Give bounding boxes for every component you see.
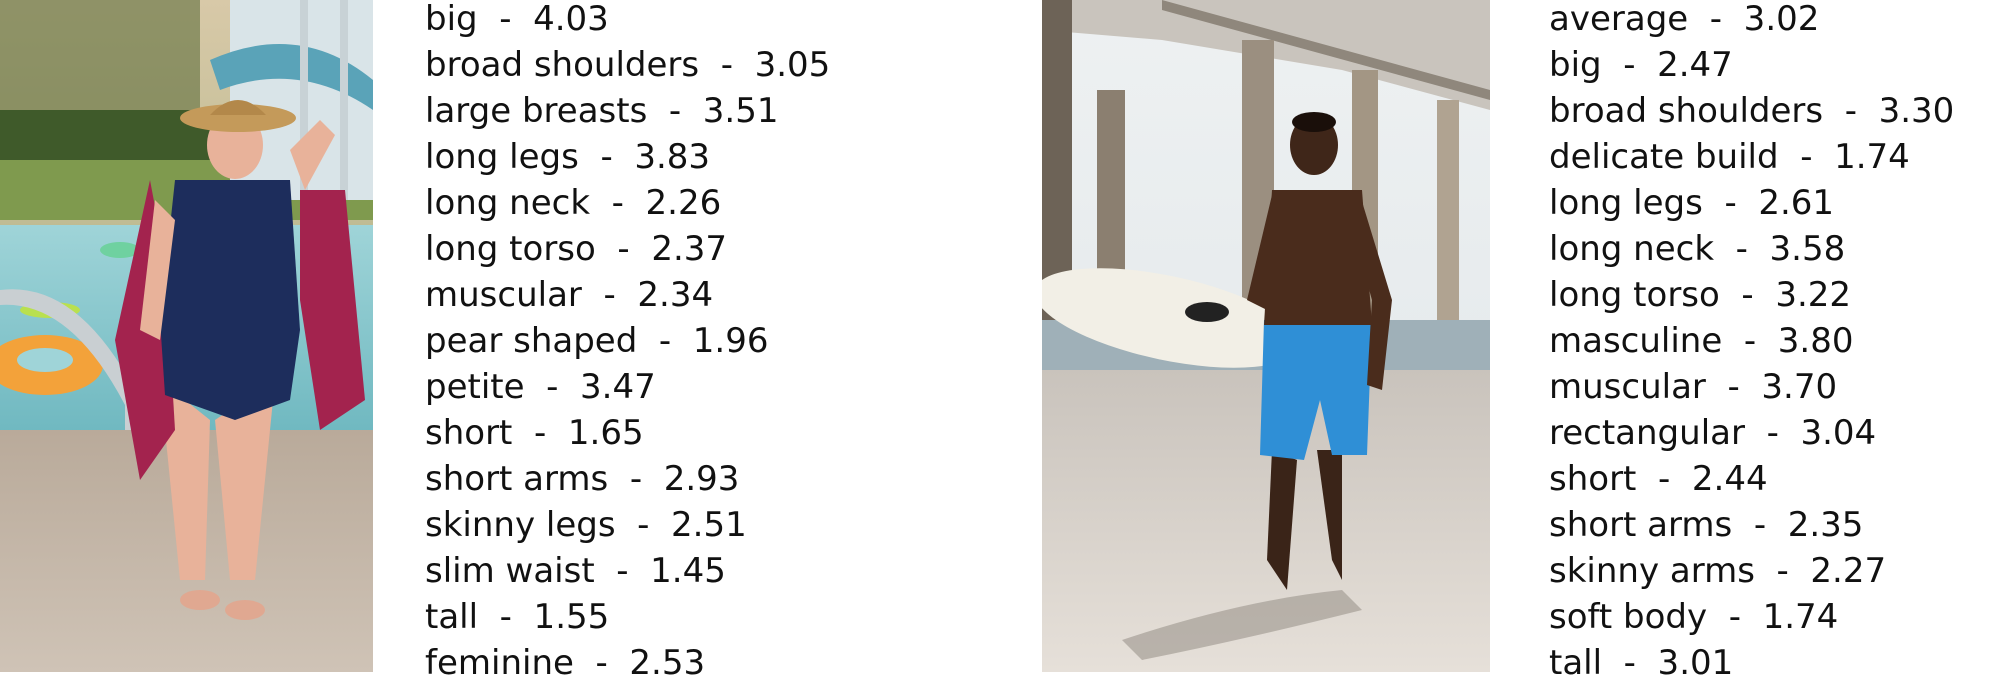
man-surfboard-beach-photo bbox=[1042, 0, 1490, 672]
attribute-item: delicate build - 1.74 bbox=[1549, 137, 1910, 177]
attribute-item: long torso - 2.37 bbox=[425, 229, 728, 269]
attribute-item: muscular - 2.34 bbox=[425, 275, 714, 315]
attribute-item: short arms - 2.93 bbox=[425, 459, 740, 499]
attribute-item: average - 3.02 bbox=[1549, 0, 1820, 39]
attribute-item: short arms - 2.35 bbox=[1549, 505, 1864, 545]
attribute-item: rectangular - 3.04 bbox=[1549, 413, 1877, 453]
attribute-item: pear shaped - 1.96 bbox=[425, 321, 769, 361]
attribute-item: feminine - 2.53 bbox=[425, 643, 706, 683]
attribute-item: broad shoulders - 3.05 bbox=[425, 45, 831, 85]
attribute-item: skinny legs - 2.51 bbox=[425, 505, 747, 545]
attribute-item: long legs - 3.83 bbox=[425, 137, 711, 177]
attribute-item: large breasts - 3.51 bbox=[425, 91, 779, 131]
attribute-item: broad shoulders - 3.30 bbox=[1549, 91, 1955, 131]
attribute-item: short - 2.44 bbox=[1549, 459, 1768, 499]
attribute-item: long legs - 2.61 bbox=[1549, 183, 1835, 223]
attribute-item: long torso - 3.22 bbox=[1549, 275, 1852, 315]
attribute-item: tall - 3.01 bbox=[1549, 643, 1734, 683]
man-surfboard-beach-photo-graphic bbox=[1042, 0, 1490, 672]
attribute-list-left: big - 4.03 broad shoulders - 3.05 large … bbox=[425, 0, 830, 686]
attribute-item: tall - 1.55 bbox=[425, 597, 610, 637]
attribute-item: short - 1.65 bbox=[425, 413, 644, 453]
attribute-item: big - 4.03 bbox=[425, 0, 609, 39]
attribute-item: muscular - 3.70 bbox=[1549, 367, 1838, 407]
attribute-item: masculine - 3.80 bbox=[1549, 321, 1854, 361]
attribute-item: skinny arms - 2.27 bbox=[1549, 551, 1887, 591]
attribute-item: long neck - 3.58 bbox=[1549, 229, 1846, 269]
attribute-item: slim waist - 1.45 bbox=[425, 551, 726, 591]
woman-poolside-photo-graphic bbox=[0, 0, 373, 672]
woman-poolside-photo bbox=[0, 0, 373, 672]
attribute-item: petite - 3.47 bbox=[425, 367, 656, 407]
attribute-list-right: average - 3.02 big - 2.47 broad shoulder… bbox=[1549, 0, 1954, 686]
attribute-item: soft body - 1.74 bbox=[1549, 597, 1839, 637]
attribute-item: long neck - 2.26 bbox=[425, 183, 722, 223]
attribute-item: big - 2.47 bbox=[1549, 45, 1733, 85]
